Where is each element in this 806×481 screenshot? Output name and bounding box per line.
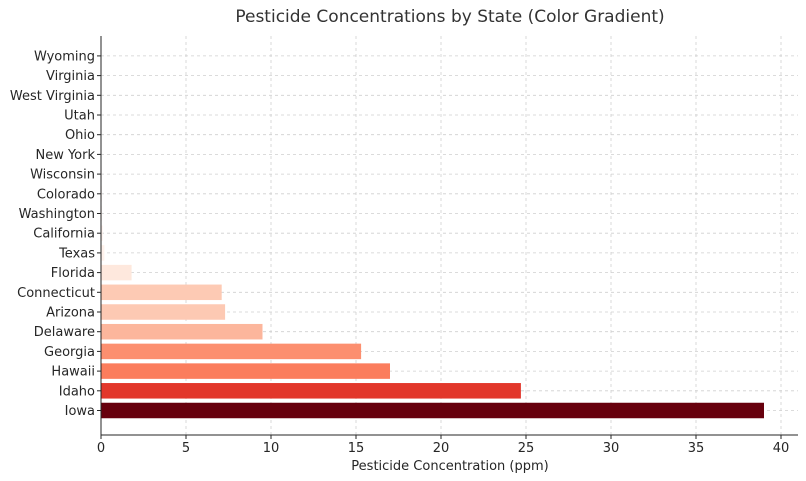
y-tick-label: Connecticut xyxy=(17,286,95,301)
x-tick-label: 0 xyxy=(97,441,105,456)
bar xyxy=(101,323,263,340)
y-tick-label: Ohio xyxy=(65,128,95,143)
y-tick-label: Wisconsin xyxy=(30,168,95,183)
bars xyxy=(101,48,764,419)
bar xyxy=(101,225,103,241)
x-axis-label: Pesticide Concentration (ppm) xyxy=(351,459,548,474)
x-tick-label: 40 xyxy=(773,441,790,456)
chart-title: Pesticide Concentrations by State (Color… xyxy=(235,7,664,27)
y-tick-label: Iowa xyxy=(65,404,95,419)
x-axis-ticks: 0 5 10 15 20 25 30 35 40 xyxy=(97,435,789,456)
bar xyxy=(101,383,521,399)
x-tick-label: 30 xyxy=(603,441,620,456)
y-tick-label: Colorado xyxy=(37,187,95,202)
y-tick-label: West Virginia xyxy=(10,89,95,104)
x-tick-label: 35 xyxy=(688,441,705,456)
bar xyxy=(101,402,764,419)
y-tick-label: Delaware xyxy=(34,325,95,340)
y-tick-label: New York xyxy=(35,148,95,163)
x-tick-label: 5 xyxy=(182,441,190,456)
x-tick-label: 20 xyxy=(433,441,450,456)
bar xyxy=(101,264,132,281)
bar xyxy=(101,363,390,379)
y-axis-ticks: Iowa Idaho Hawaii Georgia Delaware Arizona Con… xyxy=(10,49,101,419)
y-tick-label: Hawaii xyxy=(51,365,95,380)
y-tick-label: Arizona xyxy=(46,306,95,321)
y-tick-label: Georgia xyxy=(44,345,95,360)
y-tick-label: Idaho xyxy=(59,384,95,399)
y-tick-label: California xyxy=(33,227,95,242)
x-tick-label: 25 xyxy=(518,441,535,456)
x-tick-label: 15 xyxy=(348,441,365,456)
bar xyxy=(101,343,362,360)
bar xyxy=(101,284,222,301)
x-gridlines xyxy=(100,36,782,435)
y-tick-label: Wyoming xyxy=(34,49,95,64)
y-tick-label: Texas xyxy=(58,246,95,261)
y-tick-label: Washington xyxy=(19,207,95,222)
y-tick-label: Utah xyxy=(64,109,95,124)
y-tick-label: Florida xyxy=(51,266,95,281)
bar xyxy=(101,245,105,261)
bar xyxy=(101,304,226,320)
x-tick-label: 10 xyxy=(263,441,280,456)
y-tick-label: Virginia xyxy=(46,69,95,84)
